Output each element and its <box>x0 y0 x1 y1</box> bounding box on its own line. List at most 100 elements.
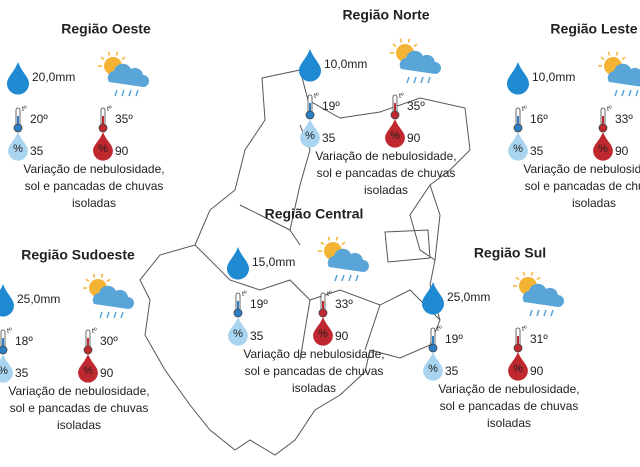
sun-ray <box>621 56 626 61</box>
humidity-drop <box>8 132 28 161</box>
region-title: Região Norte <box>342 7 429 23</box>
thermometer-level <box>87 338 89 348</box>
forecast-description: sol e pancadas de chuvas <box>525 179 640 193</box>
humidity-symbol: % <box>13 143 23 155</box>
cloud <box>92 285 134 309</box>
thermometer-bulb <box>428 343 438 353</box>
rain-drop <box>7 62 29 95</box>
thermometer-symbol: tº <box>607 106 612 113</box>
thermometer-level <box>432 336 434 346</box>
thermometer-bulb <box>13 123 23 133</box>
thermometer-bulb <box>513 123 523 133</box>
thermometer-level <box>394 103 396 113</box>
thermometer-symbol: tº <box>7 328 12 335</box>
rain-drop <box>0 284 14 317</box>
thermometer-level <box>517 336 519 346</box>
thermometer-bulb <box>318 308 328 318</box>
temp-min: 16º <box>530 112 548 126</box>
thermometer-level <box>102 116 104 126</box>
humidity-drop <box>300 119 320 148</box>
rain-streak <box>334 274 338 282</box>
rain-amount: 10,0mm <box>324 57 367 71</box>
cloud <box>399 50 441 74</box>
thermometer-level <box>602 116 604 126</box>
sun-ray <box>100 56 105 61</box>
thermometer-symbol: tº <box>92 328 97 335</box>
forecast-description: Variação de nebulosidade, <box>23 162 164 176</box>
humidity-drop <box>313 317 333 346</box>
rain-amount: 25,0mm <box>447 290 490 304</box>
federal-district <box>384 229 431 263</box>
humidity-drop <box>385 119 405 148</box>
rain-streak <box>355 274 359 282</box>
forecast-description: Variação de nebulosidade, <box>315 149 456 163</box>
humidity-symbol: % <box>428 363 438 375</box>
thermometer-symbol: tº <box>327 291 332 298</box>
cloud <box>607 63 640 87</box>
thermometer-symbol: tº <box>314 93 319 100</box>
region-forecast: Região Sudoeste25,0mmtº18ºtº30º%35%90Var… <box>0 247 150 432</box>
humidity-min: 35 <box>322 131 336 145</box>
temp-min: 19º <box>445 332 463 346</box>
cloud <box>327 248 369 272</box>
sun-ray <box>106 278 111 283</box>
forecast-description: isoladas <box>57 418 101 432</box>
sun-ray <box>341 241 346 246</box>
cloud <box>522 283 564 307</box>
rain-streak <box>341 274 345 282</box>
sun-ray <box>413 43 418 48</box>
rain-amount: 15,0mm <box>252 255 295 269</box>
region-border <box>194 124 441 361</box>
sun-ray <box>85 278 90 283</box>
humidity-symbol: % <box>305 130 315 142</box>
sun-ray <box>392 43 397 48</box>
thermometer-bulb <box>98 123 108 133</box>
humidity-drop <box>508 352 528 381</box>
thermometer-bulb <box>305 110 315 120</box>
state-map <box>139 69 471 456</box>
forecast-description: sol e pancadas de chuvas <box>10 401 149 415</box>
temp-max: 33º <box>335 297 353 311</box>
region-title: Região Sul <box>474 245 546 261</box>
temp-min: 18º <box>15 334 33 348</box>
humidity-max: 90 <box>115 144 129 158</box>
rain-streak <box>529 309 533 317</box>
humidity-min: 35 <box>250 329 264 343</box>
rain-streak <box>543 309 547 317</box>
thermometer-level <box>322 301 324 311</box>
rain-amount: 20,0mm <box>32 70 75 84</box>
thermometer-level <box>309 103 311 113</box>
sun-ray <box>399 38 403 43</box>
sun-ray <box>615 51 619 56</box>
humidity-drop <box>0 354 13 383</box>
humidity-min: 35 <box>15 366 29 380</box>
rain-streak <box>348 274 352 282</box>
humidity-drop <box>423 352 443 381</box>
sun-ray <box>335 236 339 241</box>
thermometer-symbol: tº <box>399 93 404 100</box>
rain-streak <box>550 309 554 317</box>
forecast-description: sol e pancadas de chuvas <box>245 364 384 378</box>
sun-ray <box>115 51 119 56</box>
humidity-symbol: % <box>598 143 608 155</box>
humidity-symbol: % <box>318 328 328 340</box>
state-outline <box>139 69 471 456</box>
sun-ray <box>515 276 520 281</box>
rain-streak <box>120 311 124 319</box>
sun-ray <box>107 51 111 56</box>
humidity-symbol: % <box>98 143 108 155</box>
temp-max: 31º <box>530 332 548 346</box>
forecast-description: isoladas <box>572 196 616 210</box>
region-title: Região Leste <box>550 21 637 37</box>
rain-streak <box>420 76 424 84</box>
region-title: Região Central <box>265 206 364 222</box>
humidity-symbol: % <box>513 143 523 155</box>
thermometer-bulb <box>83 345 93 355</box>
rain-amount: 25,0mm <box>17 292 60 306</box>
rain-streak <box>406 76 410 84</box>
cloud <box>107 63 149 87</box>
thermometer-level <box>2 338 4 348</box>
